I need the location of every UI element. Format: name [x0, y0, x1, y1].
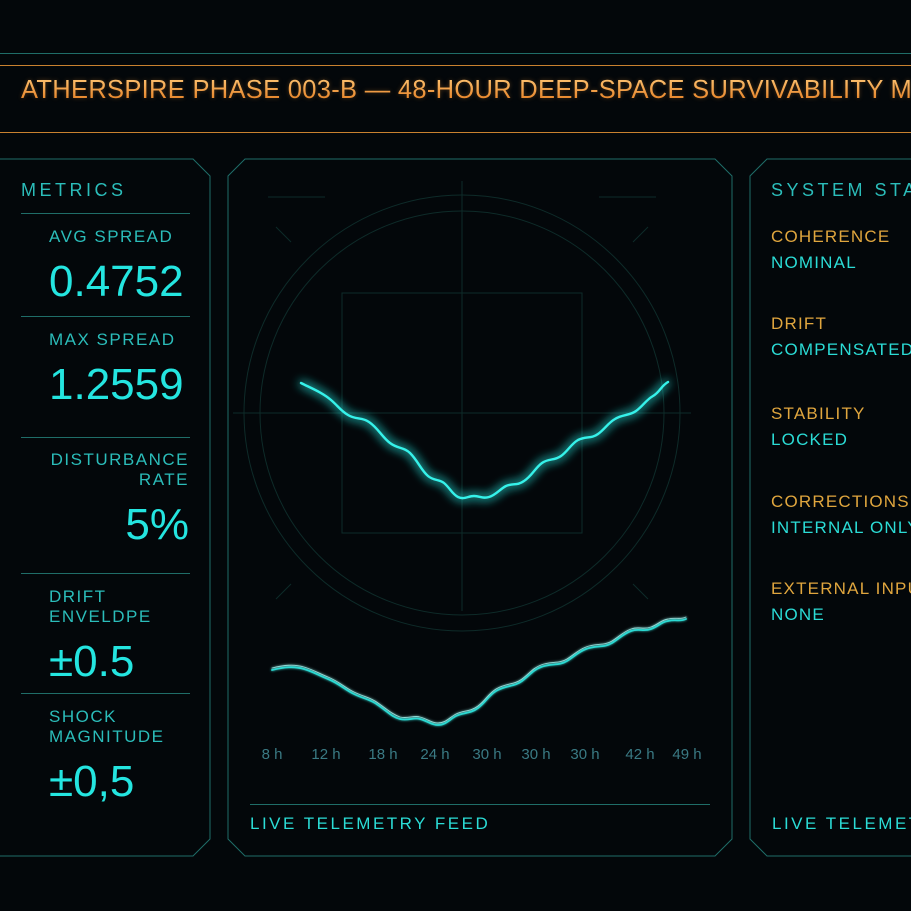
svg-text:30 h: 30 h — [472, 746, 501, 763]
svg-text:12 h: 12 h — [311, 746, 340, 763]
svg-text:30 h: 30 h — [570, 746, 599, 763]
svg-text:30 h: 30 h — [521, 746, 550, 763]
svg-text:42 h: 42 h — [625, 746, 654, 763]
svg-text:49 h: 49 h — [672, 746, 701, 763]
svg-text:8 h: 8 h — [262, 746, 283, 763]
svg-text:18 h: 18 h — [368, 746, 397, 763]
svg-text:24 h: 24 h — [420, 746, 449, 763]
